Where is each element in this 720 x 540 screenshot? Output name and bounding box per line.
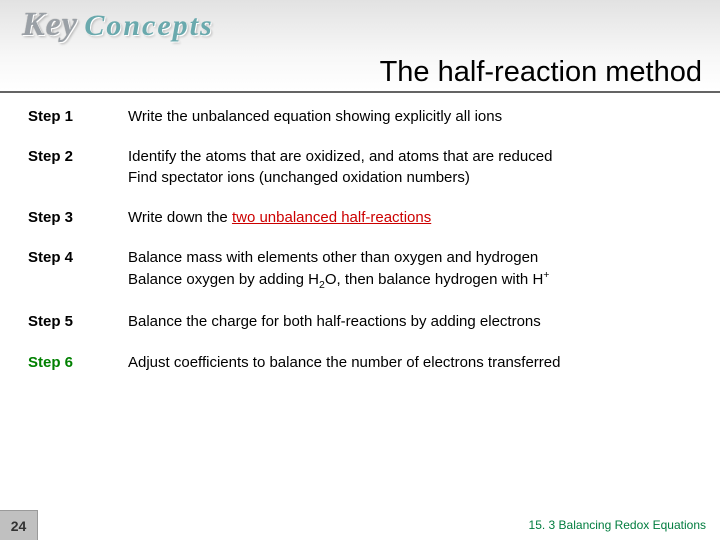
step-description: Write down the two unbalanced half-react… (128, 208, 700, 228)
step-description: Write the unbalanced equation showing ex… (128, 107, 700, 127)
step-label: Step 5 (28, 312, 128, 330)
step-label: Step 4 (28, 248, 128, 266)
step-label: Step 3 (28, 208, 128, 226)
step-description: Adjust coefficients to balance the numbe… (128, 353, 700, 373)
step-row: Step 4Balance mass with elements other t… (28, 248, 700, 292)
step-row: Step 1Write the unbalanced equation show… (28, 107, 700, 127)
step-row: Step 2Identify the atoms that are oxidiz… (28, 147, 700, 188)
step-row: Step 3Write down the two unbalanced half… (28, 208, 700, 228)
footer-section-text: 15. 3 Balancing Redox Equations (529, 518, 706, 532)
page-number: 24 (11, 518, 27, 534)
page-number-box: 24 (0, 510, 38, 540)
title-row: The half-reaction method (0, 56, 720, 89)
page-title: The half-reaction method (380, 56, 702, 88)
step-row: Step 6Adjust coefficients to balance the… (28, 353, 700, 373)
step-label: Step 1 (28, 107, 128, 125)
banner-concepts-text: Concepts (84, 9, 213, 43)
step-description: Balance the charge for both half-reactio… (128, 312, 700, 332)
step-label: Step 2 (28, 147, 128, 165)
step-row: Step 5Balance the charge for both half-r… (28, 312, 700, 332)
title-underline (0, 91, 720, 93)
footer: 24 15. 3 Balancing Redox Equations (0, 510, 720, 540)
step-label: Step 6 (28, 353, 128, 371)
header-banner: Key Concepts (0, 0, 720, 60)
banner-key-text: Key (22, 6, 78, 44)
steps-table: Step 1Write the unbalanced equation show… (0, 107, 720, 373)
step-description: Identify the atoms that are oxidized, an… (128, 147, 700, 188)
step-description: Balance mass with elements other than ox… (128, 248, 700, 292)
